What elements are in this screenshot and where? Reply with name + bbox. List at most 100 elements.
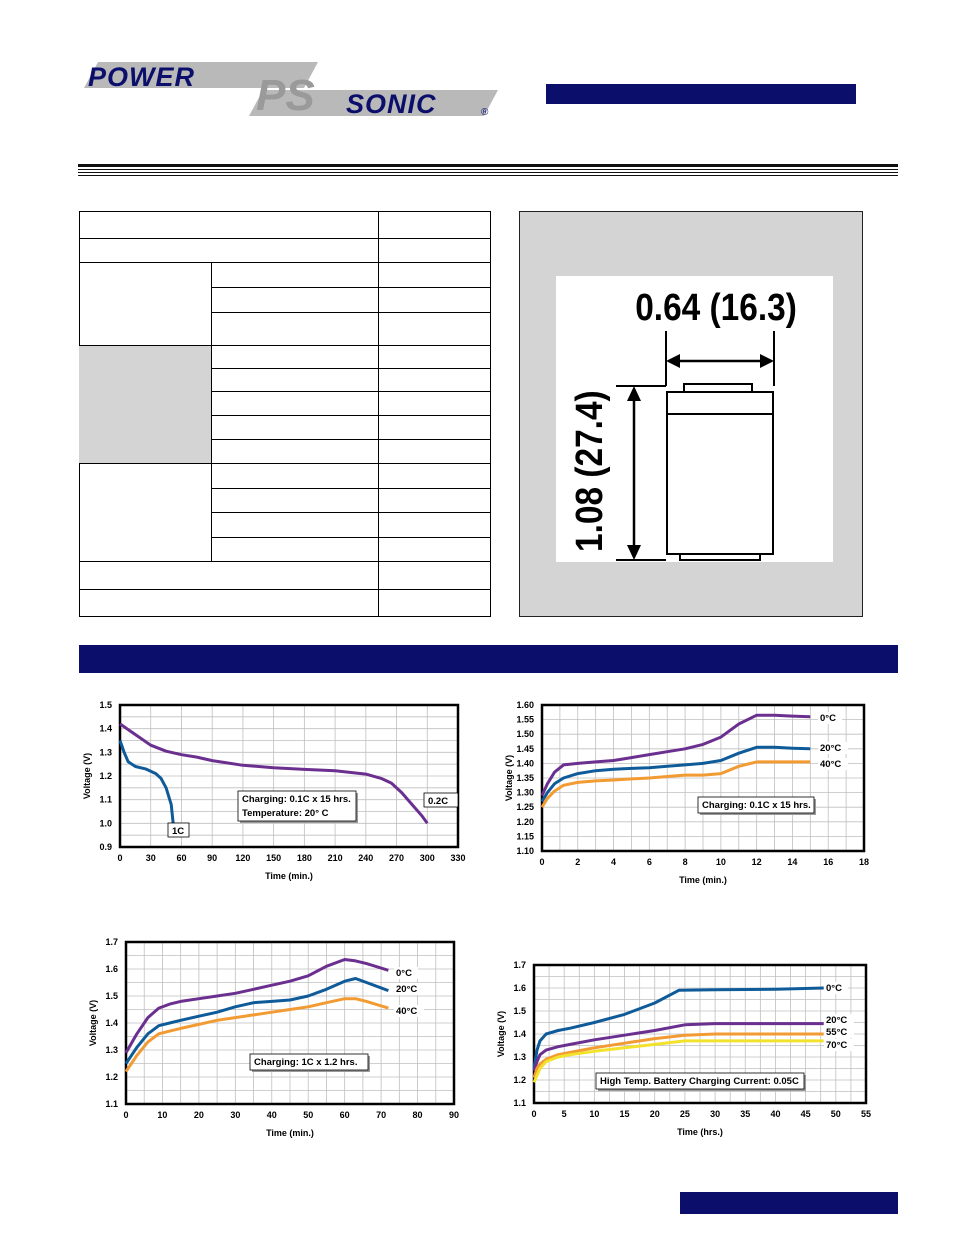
x-tick-label: 2 bbox=[575, 857, 580, 867]
x-tick-label: 330 bbox=[450, 853, 465, 863]
x-tick-label: 4 bbox=[611, 857, 616, 867]
table-subrow-line bbox=[211, 512, 491, 513]
table-row-line bbox=[79, 345, 491, 346]
series-line bbox=[532, 1039, 824, 1083]
plot-frame bbox=[124, 940, 456, 1106]
series-label: 0°C bbox=[826, 983, 842, 994]
x-tick-label: 5 bbox=[562, 1109, 567, 1119]
series-label: 0°C bbox=[396, 968, 412, 979]
y-tick-label: 1.2 bbox=[99, 771, 112, 781]
y-tick-label: 1.30 bbox=[516, 788, 534, 798]
table-subrow-line bbox=[211, 312, 491, 313]
logo-swoosh-bottom bbox=[249, 90, 498, 116]
y-tick-label: 1.4 bbox=[105, 1018, 118, 1028]
series-label-bg bbox=[394, 967, 418, 979]
logo-registered: ® bbox=[481, 107, 489, 118]
annotation-text: Charging: 0.1C x 15 hrs. bbox=[242, 794, 351, 805]
charge-0-1c-chart: 0 2 4 6 8 10 12 14 16 18 1.10 1.15 1.20 1.25 1.30 1.35 1… bbox=[504, 700, 869, 885]
x-tick-label: 55 bbox=[861, 1109, 871, 1119]
header-rule-4 bbox=[78, 175, 898, 176]
table-row-line bbox=[79, 589, 491, 590]
logo-mark: PS bbox=[256, 71, 315, 120]
x-tick-label: 20 bbox=[194, 1110, 204, 1120]
series-label-box bbox=[423, 792, 459, 808]
y-tick-label: 1.5 bbox=[99, 700, 112, 710]
charge-1c-chart: 0 10 20 30 40 50 60 70 80 90 1.1 1.2 1.3 1.4 1.5 1.6 1.7… bbox=[88, 937, 459, 1138]
x-tick-label: 6 bbox=[647, 857, 652, 867]
y-tick-label: 1.25 bbox=[516, 802, 534, 812]
x-tick-label: 60 bbox=[176, 853, 186, 863]
x-tick-label: 40 bbox=[770, 1109, 780, 1119]
y-tick-label: 1.15 bbox=[516, 831, 534, 841]
x-tick-label: 10 bbox=[157, 1110, 167, 1120]
plot-frame bbox=[540, 703, 866, 853]
x-tick-label: 18 bbox=[859, 857, 869, 867]
table-subrow-line bbox=[211, 537, 491, 538]
x-tick-label: 8 bbox=[683, 857, 688, 867]
table-subrow-line bbox=[211, 368, 491, 369]
x-tick-label: 90 bbox=[449, 1110, 459, 1120]
annotation-text: Charging: 0.1C x 15 hrs. bbox=[702, 800, 811, 811]
series-label-box bbox=[167, 822, 190, 838]
x-axis-label: Time (hrs.) bbox=[677, 1127, 723, 1137]
series-label: 1C bbox=[172, 826, 184, 837]
table-row-line bbox=[79, 262, 491, 263]
series-label: 40°C bbox=[396, 1006, 417, 1017]
battery-base bbox=[679, 553, 761, 561]
annotation-box bbox=[697, 796, 815, 814]
y-tick-label: 1.6 bbox=[105, 964, 118, 974]
x-tick-label: 150 bbox=[266, 853, 281, 863]
series-line bbox=[532, 1032, 824, 1079]
annotation-box bbox=[237, 790, 357, 822]
series-label-bg bbox=[818, 742, 848, 754]
dimension-drawing-canvas: 0.64 (16.3) 1.08 (27.4) bbox=[556, 276, 833, 562]
logo-word-right: SONIC bbox=[346, 89, 437, 119]
annotation-text: High Temp. Battery Charging Current: 0.0… bbox=[600, 1076, 799, 1087]
series-label-bg bbox=[818, 758, 848, 770]
series-line bbox=[124, 997, 389, 1073]
x-tick-label: 60 bbox=[340, 1110, 350, 1120]
annotation-box bbox=[595, 1072, 805, 1090]
table-subcol-divider bbox=[211, 262, 212, 562]
series-label: 20°C bbox=[396, 984, 417, 995]
x-tick-label: 45 bbox=[801, 1109, 811, 1119]
table-subrow-line bbox=[211, 287, 491, 288]
annotation-text: Temperature: 20° C bbox=[242, 808, 329, 819]
height-arrowhead-top bbox=[627, 386, 641, 401]
series-label-bg bbox=[818, 712, 842, 724]
y-tick-label: 1.6 bbox=[513, 983, 526, 993]
series-label: 20°C bbox=[820, 743, 841, 754]
table-subrow-line bbox=[211, 391, 491, 392]
x-tick-label: 10 bbox=[716, 857, 726, 867]
series-line bbox=[124, 977, 389, 1065]
header-title-bar bbox=[546, 84, 856, 104]
series-line bbox=[540, 760, 811, 808]
x-axis-label: Time (min.) bbox=[679, 875, 727, 885]
header-rule-1 bbox=[78, 164, 898, 167]
x-tick-label: 30 bbox=[146, 853, 156, 863]
y-tick-label: 1.2 bbox=[513, 1075, 526, 1085]
series-line bbox=[540, 713, 811, 797]
series-line bbox=[119, 722, 429, 825]
y-tick-label: 1.55 bbox=[516, 715, 534, 725]
y-tick-label: 1.3 bbox=[513, 1052, 526, 1062]
y-axis-label: Voltage (V) bbox=[82, 753, 92, 799]
x-tick-label: 40 bbox=[267, 1110, 277, 1120]
y-tick-label: 1.50 bbox=[516, 729, 534, 739]
x-tick-label: 30 bbox=[230, 1110, 240, 1120]
y-tick-label: 1.40 bbox=[516, 758, 534, 768]
series-label: 20°C bbox=[826, 1015, 847, 1026]
series-label-bg bbox=[394, 1005, 424, 1017]
x-tick-label: 300 bbox=[420, 853, 435, 863]
series-label-bg bbox=[824, 1014, 854, 1026]
x-tick-label: 0 bbox=[123, 1110, 128, 1120]
x-tick-label: 20 bbox=[650, 1109, 660, 1119]
battery-drawing: 0.64 (16.3) 1.08 (27.4) bbox=[568, 286, 797, 561]
height-dimension-label: 1.08 (27.4) bbox=[568, 390, 610, 552]
y-tick-label: 1.3 bbox=[105, 1045, 118, 1055]
series-line bbox=[532, 986, 824, 1069]
x-tick-label: 30 bbox=[710, 1109, 720, 1119]
series-line bbox=[540, 745, 811, 803]
height-arrowhead-bottom bbox=[627, 545, 641, 560]
x-tick-label: 50 bbox=[831, 1109, 841, 1119]
